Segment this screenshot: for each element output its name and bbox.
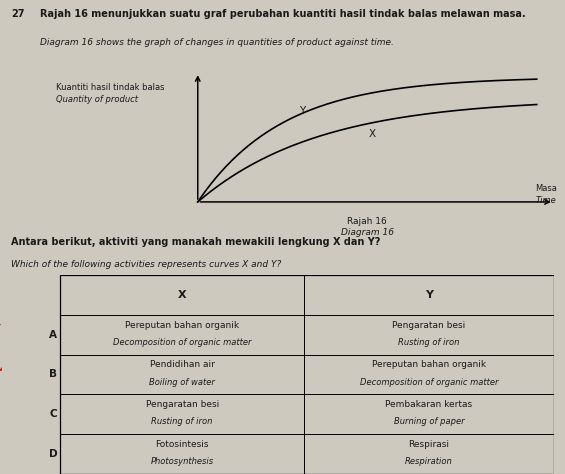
Text: Photosynthesis: Photosynthesis [151,457,214,466]
Text: Quantity of product: Quantity of product [56,95,138,104]
Text: Pembakaran kertas: Pembakaran kertas [385,400,472,409]
Text: Pereputan bahan organik: Pereputan bahan organik [125,320,239,329]
Text: Burning of paper: Burning of paper [394,417,464,426]
Text: 27: 27 [11,9,25,19]
Text: Decomposition of organic matter: Decomposition of organic matter [360,377,498,386]
Text: X: X [178,290,186,300]
Text: D: D [49,449,58,459]
Text: Respirasi: Respirasi [408,440,449,449]
Text: Pengaratan besi: Pengaratan besi [146,400,219,409]
Text: Diagram 16 shows the graph of changes in quantities of product against time.: Diagram 16 shows the graph of changes in… [40,38,393,47]
Text: Antara berikut, aktiviti yang manakah mewakili lengkung X dan Y?: Antara berikut, aktiviti yang manakah me… [11,237,381,247]
Text: C: C [50,409,58,419]
Text: Fotosintesis: Fotosintesis [155,440,209,449]
Text: Pendidihan air: Pendidihan air [150,360,215,369]
Text: Y: Y [425,290,433,300]
Text: Rusting of iron: Rusting of iron [151,417,213,426]
Text: Diagram 16: Diagram 16 [341,228,394,237]
Text: Decomposition of organic matter: Decomposition of organic matter [113,337,251,346]
Text: Respiration: Respiration [405,457,453,466]
Text: B: B [49,369,58,380]
Text: X: X [369,129,376,139]
Text: Pengaratan besi: Pengaratan besi [392,320,466,329]
Text: Rusting of iron: Rusting of iron [398,337,460,346]
Text: Rajah 16: Rajah 16 [347,217,387,226]
Text: ✗: ✗ [0,324,2,334]
Text: Pereputan bahan organik: Pereputan bahan organik [372,360,486,369]
Text: ↘: ↘ [0,364,2,374]
Text: Kuantiti hasil tindak balas: Kuantiti hasil tindak balas [56,83,165,92]
Text: Rajah 16 menunjukkan suatu graf perubahan kuantiti hasil tindak balas melawan ma: Rajah 16 menunjukkan suatu graf perubaha… [40,9,525,19]
Text: Time: Time [536,196,557,205]
Text: Y: Y [299,106,305,116]
Text: Which of the following activities represents curves X and Y?: Which of the following activities repres… [11,260,281,269]
Text: Boiling of water: Boiling of water [149,377,215,386]
Text: A: A [49,329,58,340]
Text: Masa: Masa [534,184,557,193]
